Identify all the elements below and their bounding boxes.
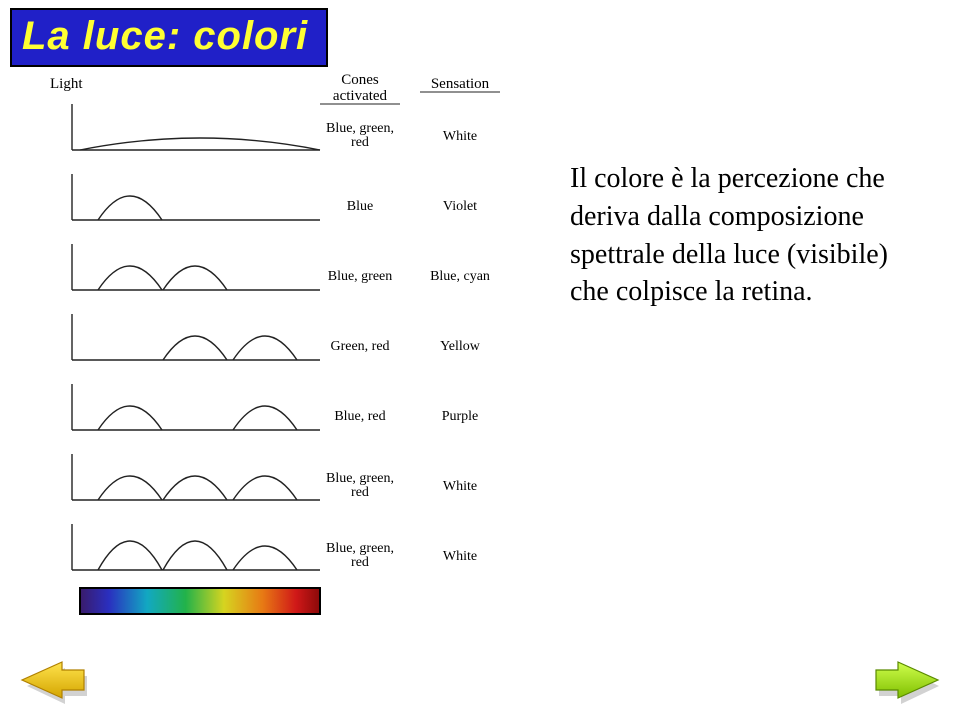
- spectrum-bar: [80, 588, 320, 614]
- row-cones: Blue, red: [334, 409, 385, 424]
- row-cones: Blue, green,: [326, 541, 394, 556]
- row-sensation: Purple: [442, 409, 479, 424]
- curve-B: [98, 196, 162, 220]
- slide-title: La luce: colori: [22, 14, 308, 58]
- nav-forward-button[interactable]: [870, 650, 950, 710]
- row-cones: Blue, green: [328, 269, 393, 284]
- slide-title-box: La luce: colori: [10, 8, 328, 67]
- row-sensation: Yellow: [440, 339, 481, 354]
- header-cones: Cones: [341, 72, 379, 88]
- row-cones: Green, red: [330, 339, 389, 354]
- light-cones-diagram: Light Conesactivated Sensation Blue, green,…: [20, 70, 540, 710]
- curve-B: [98, 266, 162, 290]
- curve-R: [233, 476, 297, 500]
- row-sensation: Blue, cyan: [430, 269, 490, 284]
- curve-B: [98, 406, 162, 430]
- row-cones: Blue, green,: [326, 471, 394, 486]
- row-cones: red: [351, 135, 369, 150]
- row-sensation: Violet: [443, 199, 477, 214]
- curve-G: [163, 266, 227, 290]
- header-cones: activated: [333, 88, 388, 104]
- row-cones: red: [351, 485, 369, 500]
- row-sensation: White: [443, 479, 477, 494]
- row-sensation: White: [443, 549, 477, 564]
- curve-flat: [80, 138, 320, 150]
- row-sensation: White: [443, 129, 477, 144]
- curve-G: [163, 541, 227, 570]
- curve-G: [163, 476, 227, 500]
- curve-R: [233, 406, 297, 430]
- curve-R: [233, 546, 297, 570]
- curve-B: [98, 476, 162, 500]
- header-light: Light: [50, 76, 83, 92]
- curve-R: [233, 336, 297, 360]
- body-paragraph: Il colore è la percezione che deriva dal…: [570, 160, 930, 311]
- nav-back-button[interactable]: [10, 650, 90, 710]
- row-cones: Blue, green,: [326, 121, 394, 136]
- curve-B: [98, 541, 162, 570]
- row-cones: red: [351, 555, 369, 570]
- header-sensation: Sensation: [431, 76, 490, 92]
- curve-G: [163, 336, 227, 360]
- row-cones: Blue: [347, 199, 373, 214]
